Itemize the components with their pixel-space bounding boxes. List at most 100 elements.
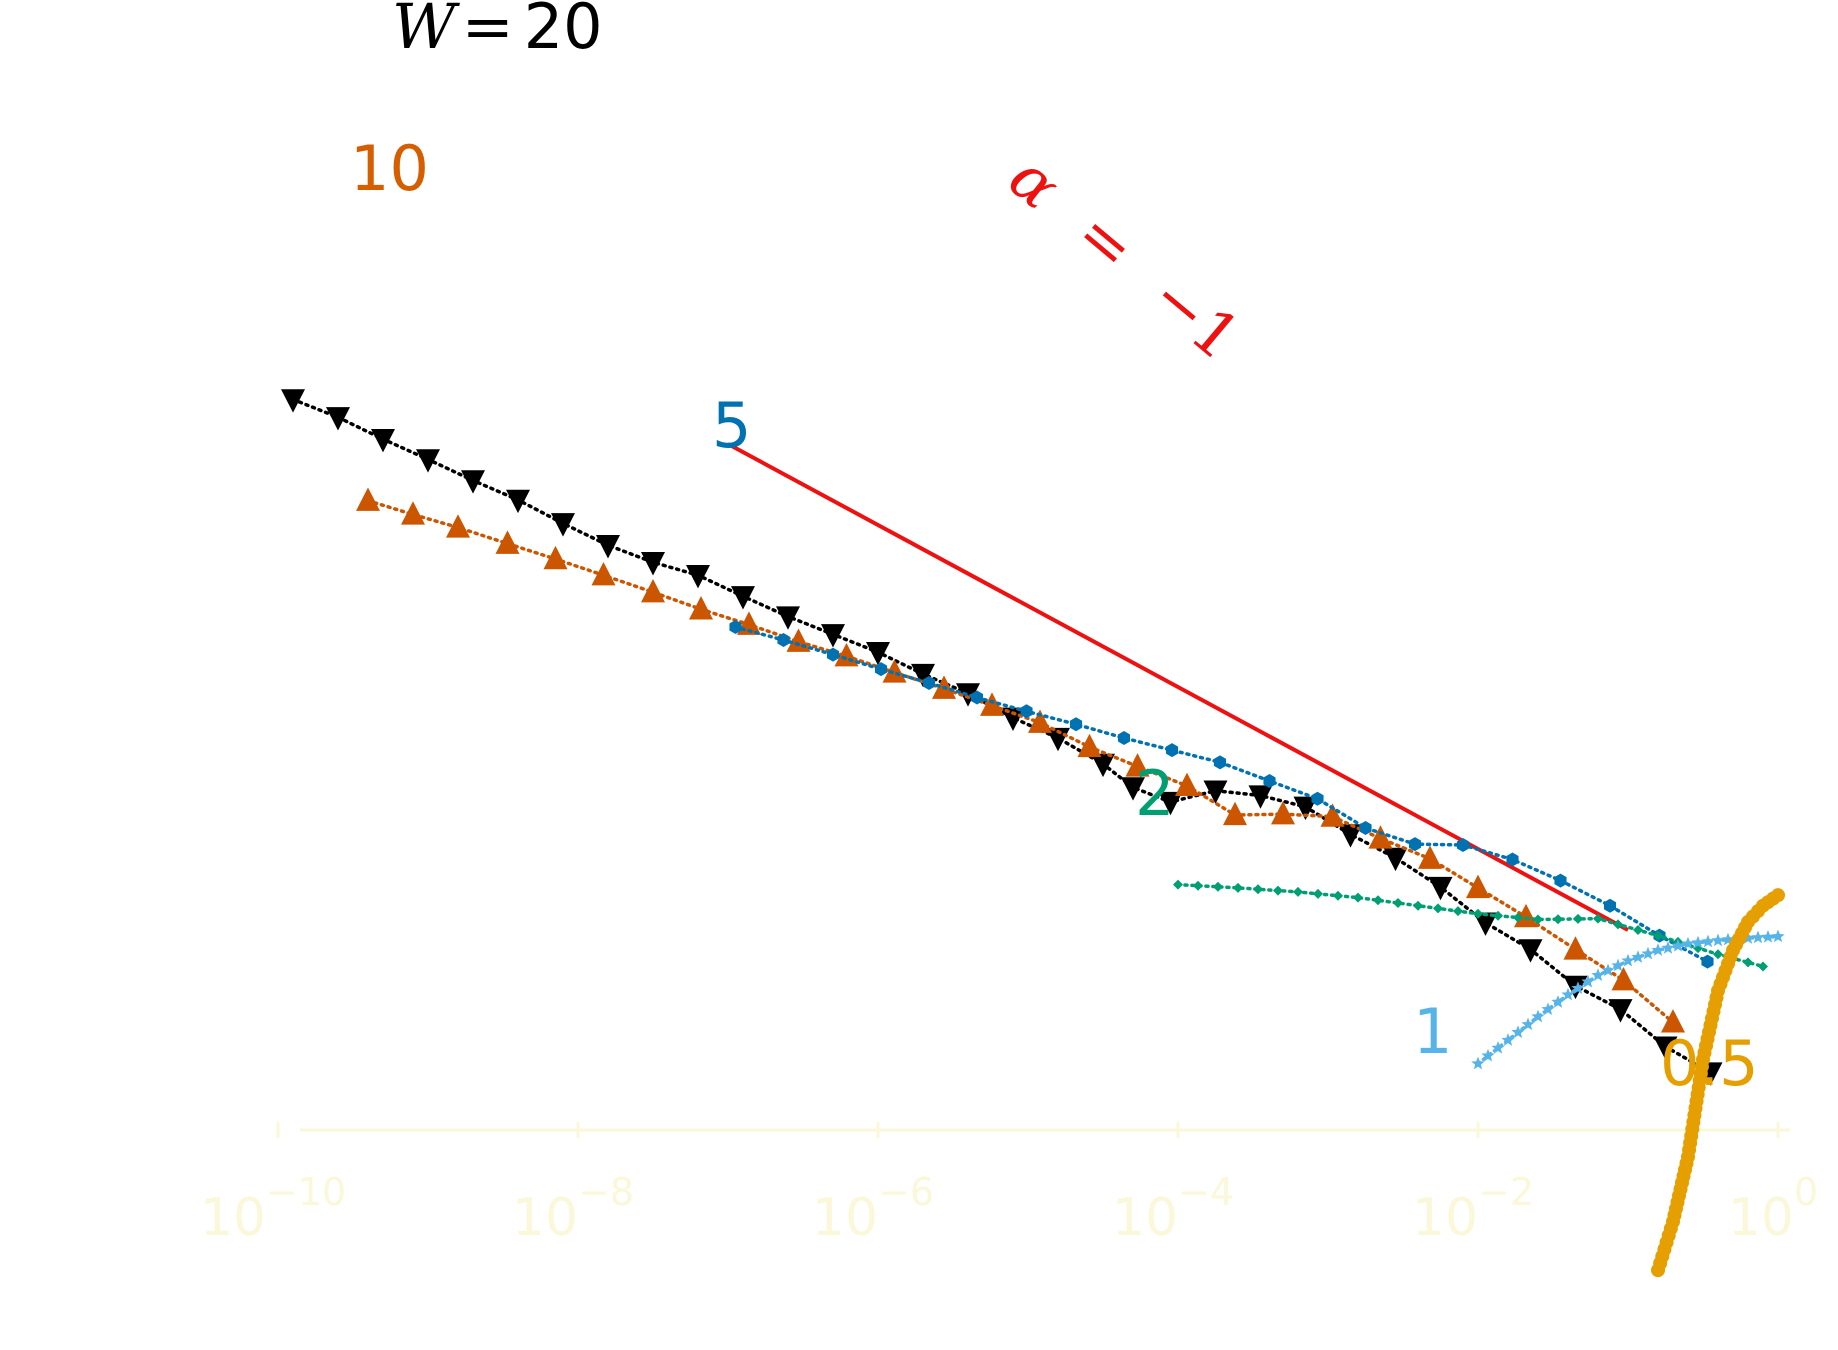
series-0-5 — [1651, 888, 1785, 1278]
data-point-marker — [1741, 931, 1755, 944]
data-point-marker — [1531, 1009, 1545, 1023]
data-point-marker — [1533, 914, 1543, 925]
data-point-marker — [1661, 1009, 1685, 1033]
data-point-marker — [1413, 900, 1423, 911]
data-point-marker — [1393, 898, 1403, 908]
reference-line-label-alpha: α — [995, 141, 1074, 224]
data-point-marker — [1513, 912, 1523, 923]
data-point-marker — [1633, 925, 1643, 935]
data-point-marker — [1293, 796, 1318, 821]
data-point-marker — [1641, 946, 1655, 960]
data-point-marker — [1501, 1033, 1515, 1046]
series-line — [733, 625, 1710, 964]
data-point-marker — [1593, 913, 1603, 924]
series-label-value: 20 — [524, 0, 603, 63]
data-point-marker — [1466, 874, 1490, 899]
data-point-marker — [1373, 895, 1383, 906]
data-point-marker — [1611, 958, 1625, 972]
reference-line-slope — [727, 442, 1629, 932]
series-label-2: 2 — [1135, 757, 1174, 830]
data-point-marker — [641, 552, 665, 576]
data-point-marker — [1253, 884, 1263, 895]
data-point-marker — [911, 663, 935, 688]
reference-line-label: α = −1 — [995, 141, 1254, 375]
data-point-marker — [1661, 941, 1675, 954]
x-tick-label-exponent: −2 — [1478, 1170, 1534, 1214]
series-label-0-5: 0.5 — [1660, 1027, 1759, 1100]
data-point-marker — [956, 683, 980, 707]
series-layer — [281, 389, 1785, 1278]
series-label-equals: = — [462, 0, 514, 63]
x-tick-label-base: 10 — [200, 1188, 266, 1248]
data-point-marker — [1175, 772, 1199, 797]
data-point-marker — [356, 487, 380, 511]
data-point-marker — [1233, 882, 1243, 893]
plot-area: 10−10 10−8 10−6 10−4 10−2 100 α = −1 W= 201052… — [200, 0, 1818, 1278]
x-tick-label-exponent: −8 — [578, 1170, 634, 1214]
reference-line-label-value: −1 — [1137, 260, 1254, 375]
data-point-marker — [1518, 939, 1543, 963]
series-label-10: 10 — [350, 132, 429, 205]
data-point-marker — [1506, 852, 1519, 867]
x-axis-ticks: 10−10 10−8 10−6 10−4 10−2 100 — [200, 1122, 1818, 1248]
x-tick-label-base: 10 — [1112, 1188, 1178, 1248]
data-point-marker — [1456, 837, 1470, 852]
data-point-marker — [1713, 949, 1723, 960]
data-point-marker — [729, 620, 742, 635]
data-point-marker — [1069, 717, 1083, 732]
data-point-marker — [1077, 733, 1102, 758]
data-point-marker — [1158, 791, 1183, 816]
data-point-marker — [1353, 892, 1363, 903]
data-point-marker — [1408, 837, 1422, 852]
data-point-marker — [1125, 753, 1150, 777]
data-point-marker — [1608, 999, 1633, 1023]
x-tick-label: 10−10 — [200, 1170, 346, 1248]
data-point-marker — [1493, 910, 1503, 921]
data-point-marker — [1514, 903, 1538, 928]
data-point-marker — [591, 562, 616, 586]
data-point-marker — [1621, 953, 1635, 967]
series-5 — [729, 620, 1714, 969]
data-point-marker — [1758, 961, 1768, 972]
x-tick-label: 10−4 — [1112, 1170, 1234, 1248]
data-point-marker — [1333, 890, 1343, 901]
data-point-marker — [1561, 987, 1575, 1001]
data-point-marker — [543, 545, 568, 570]
data-point-marker — [1653, 1036, 1678, 1060]
data-point-marker — [1311, 791, 1324, 806]
data-point-marker — [1691, 935, 1705, 949]
data-point-marker — [1521, 1017, 1535, 1031]
data-point-marker — [1601, 963, 1615, 977]
data-point-marker — [874, 662, 888, 677]
data-point-marker — [1213, 881, 1223, 892]
data-point-marker — [1313, 888, 1323, 899]
x-tick-label-base: 10 — [1412, 1188, 1478, 1248]
data-point-marker — [821, 624, 845, 648]
data-point-marker — [1611, 967, 1636, 991]
data-point-marker — [1273, 885, 1283, 896]
data-point-marker — [1721, 932, 1735, 946]
data-point-marker — [401, 501, 425, 525]
x-tick-label-exponent: −10 — [266, 1170, 346, 1214]
series-label-5: 5 — [712, 389, 751, 462]
data-point-marker — [866, 641, 890, 666]
data-point-marker — [1433, 903, 1443, 914]
data-point-marker — [1571, 981, 1585, 994]
data-point-marker — [1603, 898, 1617, 913]
data-point-marker — [461, 470, 485, 494]
data-point-marker — [1541, 1002, 1555, 1016]
data-point-marker — [922, 675, 936, 690]
data-point-marker — [1223, 801, 1247, 826]
data-point-marker — [1671, 938, 1685, 952]
data-point-marker — [1473, 908, 1483, 919]
data-point-marker — [506, 489, 530, 514]
data-point-marker — [1701, 934, 1715, 948]
data-point-marker — [970, 690, 984, 705]
data-point-marker — [1653, 930, 1663, 941]
data-point-marker — [1591, 968, 1605, 982]
data-point-marker — [1117, 731, 1131, 746]
data-point-marker — [1573, 913, 1583, 924]
data-point-marker — [1121, 777, 1145, 801]
data-point-marker — [1701, 954, 1714, 969]
